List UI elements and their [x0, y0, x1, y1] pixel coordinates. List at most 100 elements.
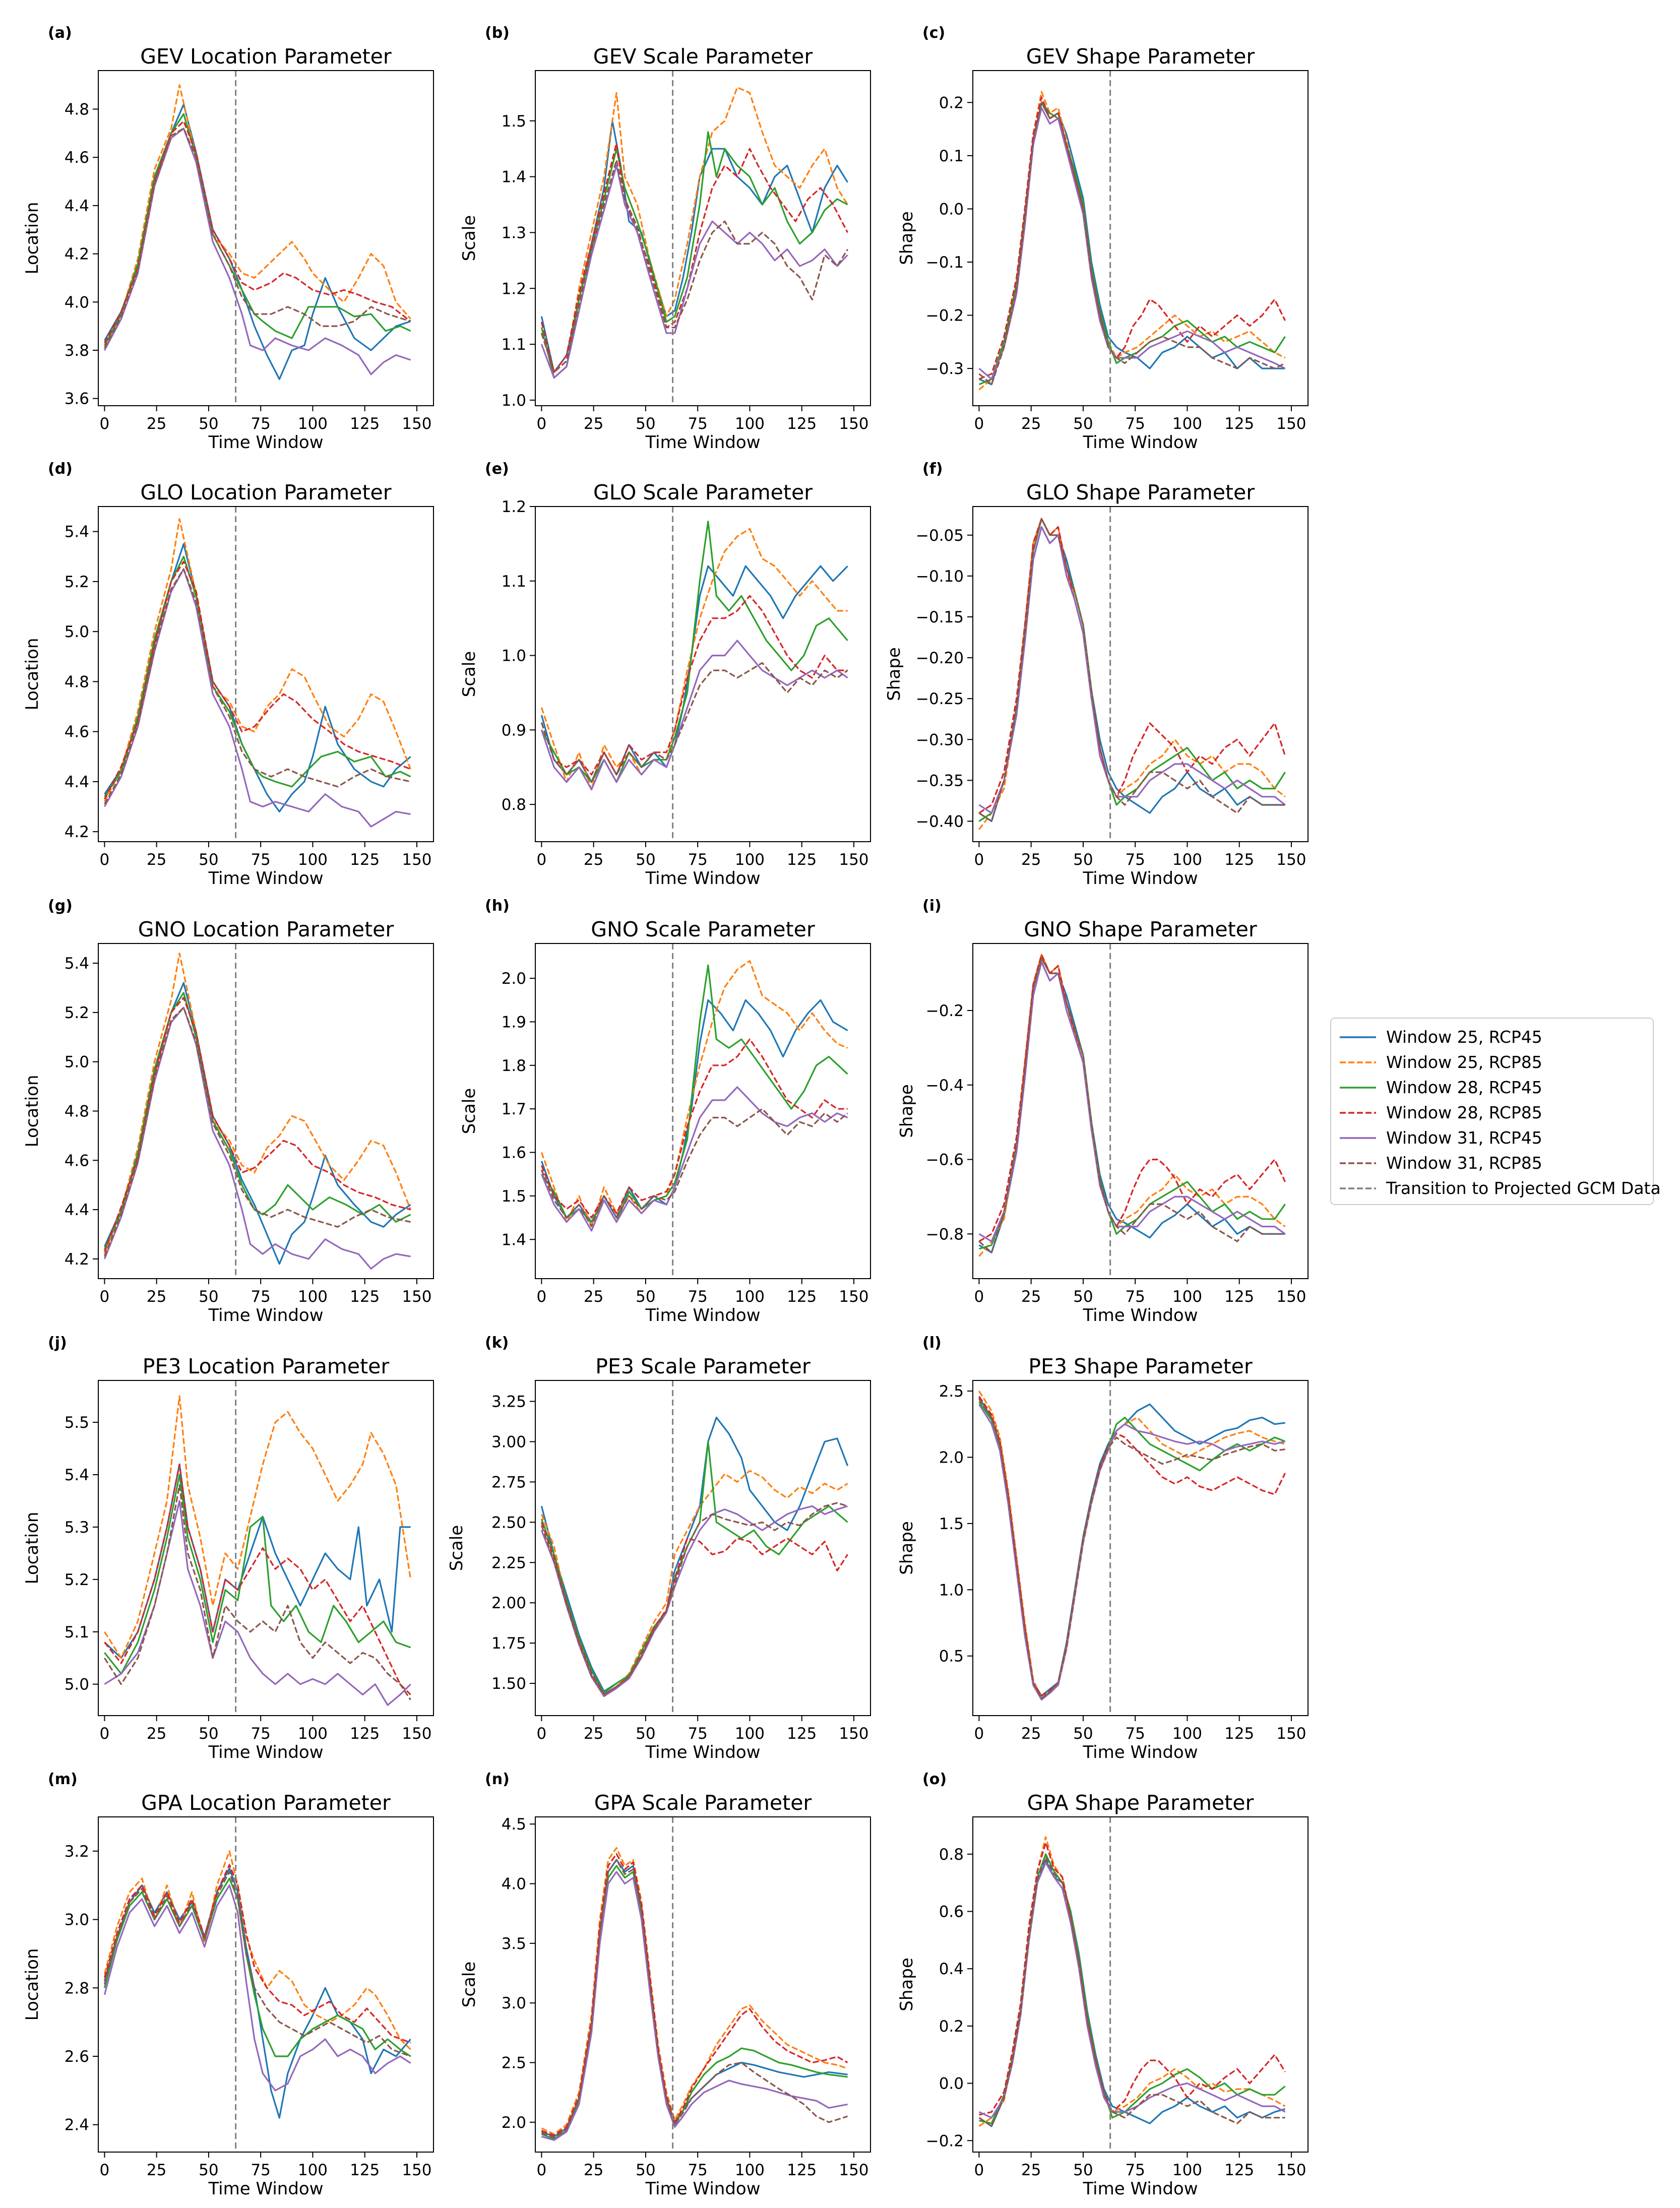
x-tick-label: 50 [1073, 415, 1093, 433]
panel-title: GLO Location Parameter [140, 480, 391, 504]
x-tick-label: 100 [1172, 415, 1202, 433]
y-tick-label: 4.0 [65, 293, 89, 311]
series-line-2 [978, 954, 1286, 1257]
series-line-2 [978, 1391, 1285, 1699]
series-line-4 [540, 595, 848, 776]
y-tick-label: 2.5 [939, 1382, 964, 1401]
y-tick-label: 1.2 [502, 498, 526, 516]
series-line-6 [540, 1108, 848, 1227]
x-tick-label: 125 [1224, 1725, 1254, 1743]
plot-frame [972, 1816, 1309, 2153]
y-tick-label: 3.5 [502, 1935, 526, 1953]
panel-o: (o) GPA Shape Parameter 0 25 50 75 100 125 150 −0… [897, 1771, 1309, 2199]
x-tick-label: 150 [402, 1288, 431, 1306]
y-axis-label: Scale [459, 1088, 479, 1134]
y-tick-label: 5.0 [65, 623, 89, 641]
series-line-4 [978, 1396, 1286, 1697]
series-line-2 [540, 528, 848, 791]
panel-title: GPA Shape Parameter [1027, 1791, 1254, 1815]
x-axis-label: Time Window [1082, 868, 1198, 889]
panel-letter: (e) [485, 460, 509, 478]
x-tick-label: 0 [537, 851, 547, 869]
panel-title: GEV Location Parameter [140, 44, 392, 69]
panel-letter: (a) [48, 24, 72, 42]
y-tick-label: 4.6 [65, 723, 89, 741]
series-line-6 [104, 568, 411, 805]
series-line-4 [541, 1853, 848, 2136]
y-tick-label: 1.5 [502, 1187, 526, 1206]
x-tick-label: 50 [1073, 851, 1093, 869]
x-tick-label: 125 [350, 2161, 380, 2179]
x-tick-label: 50 [1073, 1288, 1093, 1306]
x-tick-label: 100 [298, 1288, 328, 1306]
series-line-4 [103, 997, 411, 1252]
series-line-2 [103, 84, 411, 351]
y-tick-label: 0.6 [939, 1903, 964, 1921]
x-tick-label: 75 [1125, 1288, 1145, 1306]
panel-c: (c) GEV Shape Parameter 0 25 50 75 100 125 150 −0… [897, 24, 1309, 453]
panel-d: (d) GLO Location Parameter 0 25 50 75 100 125 15… [22, 460, 434, 889]
x-tick-label: 50 [636, 851, 655, 869]
x-tick-label: 25 [584, 1288, 603, 1306]
y-axis-label: Shape [897, 211, 917, 265]
x-axis-label: Time Window [645, 1742, 760, 1762]
plot-frame [98, 70, 434, 406]
y-tick-label: 1.4 [502, 168, 526, 186]
plot-frame [535, 506, 871, 842]
y-tick-label: −0.40 [916, 812, 964, 831]
x-tick-label: 75 [251, 1288, 270, 1306]
x-tick-label: 50 [1073, 2161, 1093, 2179]
x-tick-label: 0 [537, 415, 547, 433]
y-tick-label: 3.6 [65, 390, 89, 408]
x-tick-label: 0 [100, 1288, 110, 1306]
series-line-5 [103, 1884, 411, 2092]
series-line-1 [103, 982, 411, 1265]
x-tick-label: 75 [1125, 2161, 1145, 2179]
x-tick-label: 25 [1021, 1288, 1041, 1306]
plot-frame [535, 1380, 871, 1716]
series-line-2 [978, 518, 1286, 830]
series-line-1 [104, 1463, 411, 1659]
x-tick-label: 25 [584, 851, 603, 869]
x-tick-label: 125 [350, 1288, 380, 1306]
panel-title: GLO Shape Parameter [1026, 480, 1255, 504]
y-tick-label: 5.4 [65, 1466, 89, 1484]
series-line-4 [978, 954, 1286, 1242]
series-line-5 [978, 526, 1286, 814]
series-line-5 [103, 128, 411, 375]
series-line-6 [104, 1484, 411, 1700]
x-tick-label: 75 [1125, 1725, 1145, 1743]
y-tick-label: 2.8 [65, 1979, 89, 1997]
y-tick-label: 1.9 [502, 1013, 526, 1031]
y-tick-label: 3.2 [65, 1843, 89, 1861]
x-tick-label: 150 [839, 1725, 868, 1743]
series-line-5 [104, 568, 411, 828]
panel-title: GEV Scale Parameter [593, 44, 813, 69]
series-line-5 [540, 1086, 848, 1232]
x-axis-label: Time Window [1082, 432, 1198, 453]
x-tick-label: 125 [787, 1725, 817, 1743]
y-tick-label: 5.1 [65, 1623, 89, 1642]
y-tick-label: 3.0 [65, 1911, 89, 1929]
series-line-3 [978, 518, 1286, 822]
x-tick-label: 50 [199, 1725, 218, 1743]
series-line-2 [103, 518, 412, 802]
series-line-3 [103, 1877, 411, 2057]
y-tick-label: −0.6 [926, 1151, 964, 1169]
series-line-4 [978, 518, 1286, 814]
x-tick-label: 100 [735, 1288, 765, 1306]
y-tick-label: 1.50 [491, 1675, 526, 1693]
y-tick-label: 2.0 [502, 2114, 526, 2132]
x-tick-label: 25 [147, 1288, 166, 1306]
y-tick-label: 5.2 [65, 1571, 89, 1589]
x-tick-label: 0 [100, 2161, 110, 2179]
x-tick-label: 50 [199, 851, 218, 869]
series-line-3 [978, 958, 1286, 1250]
x-axis-label: Time Window [208, 432, 323, 453]
y-tick-label: 4.8 [65, 1103, 89, 1121]
panel-b: (b) GEV Scale Parameter 0 25 50 75 100 125 150 1.… [459, 24, 871, 453]
series-line-1 [104, 103, 411, 380]
panel-g: (g) GNO Location Parameter 0 25 50 75 100 125 15… [22, 897, 434, 1326]
y-tick-label: −0.4 [926, 1077, 964, 1095]
y-tick-label: 0.8 [939, 1846, 964, 1864]
